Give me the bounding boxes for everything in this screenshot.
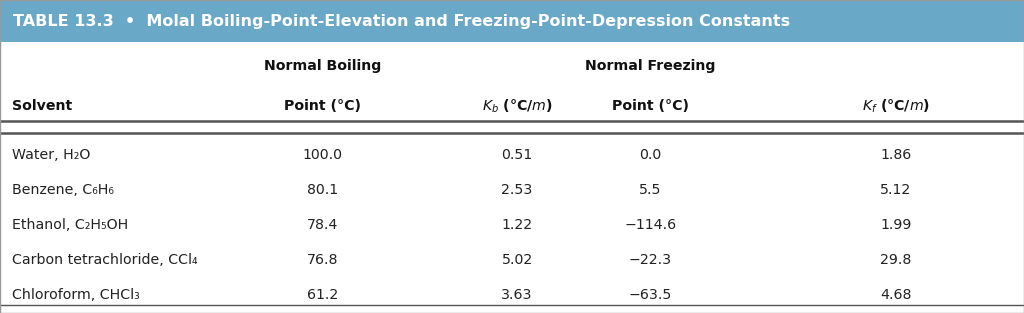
Text: Normal Freezing: Normal Freezing bbox=[585, 59, 716, 73]
Text: 61.2: 61.2 bbox=[307, 288, 338, 302]
Text: −22.3: −22.3 bbox=[629, 253, 672, 267]
Text: 0.51: 0.51 bbox=[502, 148, 532, 162]
Text: Point (°C): Point (°C) bbox=[284, 100, 361, 113]
Text: $K_b$ (°C/$m$): $K_b$ (°C/$m$) bbox=[481, 98, 553, 115]
Text: 5.02: 5.02 bbox=[502, 253, 532, 267]
Text: 1.22: 1.22 bbox=[502, 218, 532, 232]
Text: 3.63: 3.63 bbox=[502, 288, 532, 302]
Text: 29.8: 29.8 bbox=[881, 253, 911, 267]
Text: 5.12: 5.12 bbox=[881, 183, 911, 197]
Text: 76.8: 76.8 bbox=[307, 253, 338, 267]
Text: Ethanol, C₂H₅OH: Ethanol, C₂H₅OH bbox=[12, 218, 129, 232]
Text: Normal Boiling: Normal Boiling bbox=[264, 59, 381, 73]
Text: Carbon tetrachloride, CCl₄: Carbon tetrachloride, CCl₄ bbox=[12, 253, 198, 267]
Text: 2.53: 2.53 bbox=[502, 183, 532, 197]
Text: 4.68: 4.68 bbox=[881, 288, 911, 302]
Text: −114.6: −114.6 bbox=[625, 218, 676, 232]
Text: $K_f$ (°C/$m$): $K_f$ (°C/$m$) bbox=[862, 98, 930, 115]
Text: Benzene, C₆H₆: Benzene, C₆H₆ bbox=[12, 183, 114, 197]
Text: Solvent: Solvent bbox=[12, 100, 73, 113]
Text: Chloroform, CHCl₃: Chloroform, CHCl₃ bbox=[12, 288, 140, 302]
Text: Point (°C): Point (°C) bbox=[611, 100, 689, 113]
Text: TABLE 13.3  •  Molal Boiling-Point-Elevation and Freezing-Point-Depression Const: TABLE 13.3 • Molal Boiling-Point-Elevati… bbox=[13, 14, 791, 28]
Text: 1.86: 1.86 bbox=[881, 148, 911, 162]
Text: 5.5: 5.5 bbox=[639, 183, 662, 197]
FancyBboxPatch shape bbox=[0, 0, 1024, 42]
Text: 100.0: 100.0 bbox=[302, 148, 343, 162]
Text: 0.0: 0.0 bbox=[639, 148, 662, 162]
Text: 1.99: 1.99 bbox=[881, 218, 911, 232]
Text: 80.1: 80.1 bbox=[307, 183, 338, 197]
Text: 78.4: 78.4 bbox=[307, 218, 338, 232]
Text: Water, H₂O: Water, H₂O bbox=[12, 148, 91, 162]
Text: −63.5: −63.5 bbox=[629, 288, 672, 302]
